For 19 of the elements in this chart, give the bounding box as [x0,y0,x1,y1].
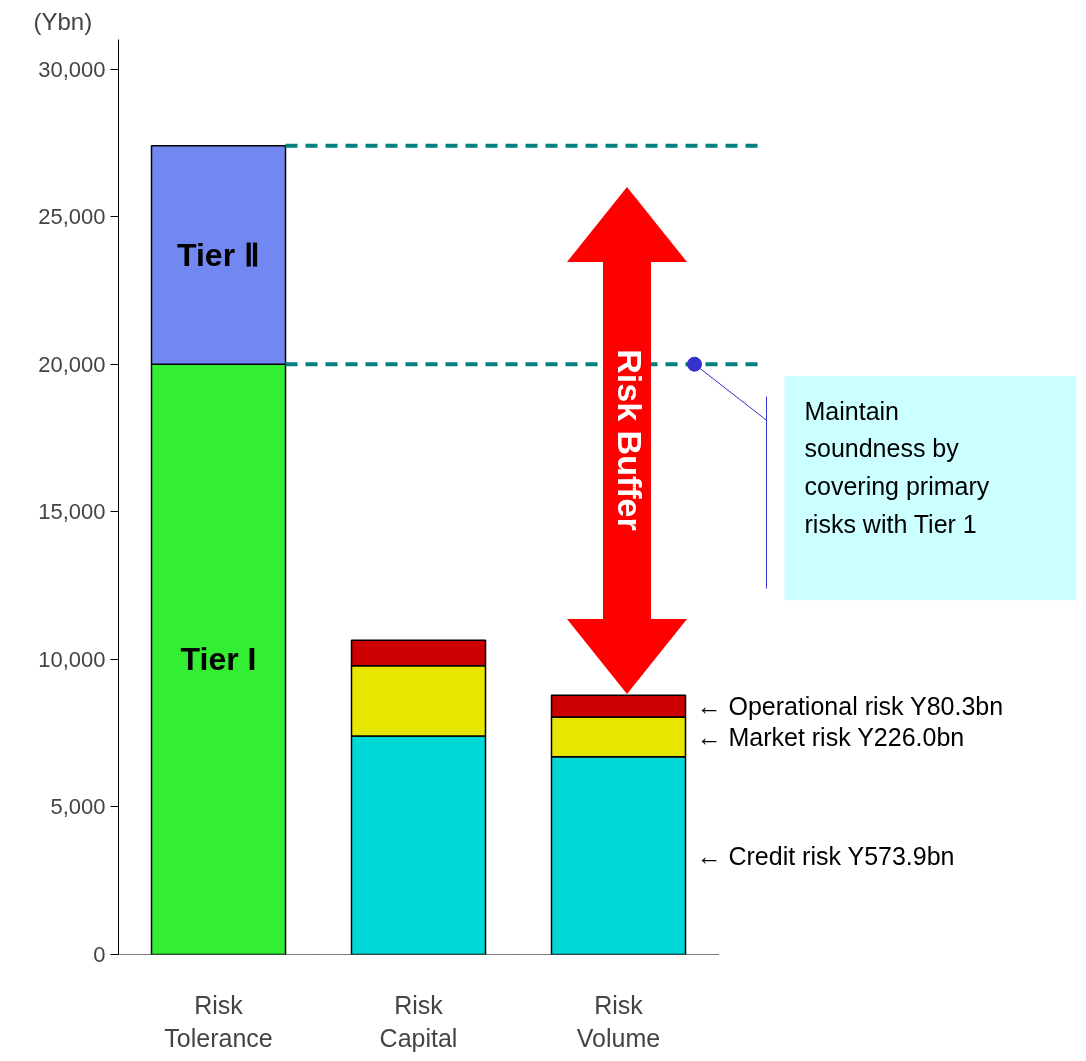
y-tick-label: 15,000 [38,499,106,525]
series-label: Tier Ⅱ [177,236,260,273]
y-tick-label: 0 [93,942,106,967]
text: Maintain soundness by covering primary risks with Tier 1 [804,396,990,539]
x-tick-label: Risk Tolerance [164,990,273,1053]
y-tick-label: 10,000 [38,646,106,672]
annotation: Risk Buffer [611,349,650,531]
y-tick-label: 25,000 [38,204,106,230]
y-tick-label: 5,000 [50,794,106,820]
x-tick-label: Risk Capital [379,990,458,1053]
y-axis-title: (Ybn) [33,7,93,35]
x-tick-label: Risk Volume [576,990,661,1053]
y-tick-label: 20,000 [38,351,106,377]
y-tick-label: 30,000 [38,56,106,82]
annotation: ← Market risk Y226.0bn [696,722,965,751]
series-label: Tier I [180,641,257,678]
annotation: ← Credit risk Y573.9bn [696,841,955,870]
annotation: ← Operational risk Y80.3bn [696,692,1004,721]
picture-double-arrow: Risk Buffer [557,187,697,707]
